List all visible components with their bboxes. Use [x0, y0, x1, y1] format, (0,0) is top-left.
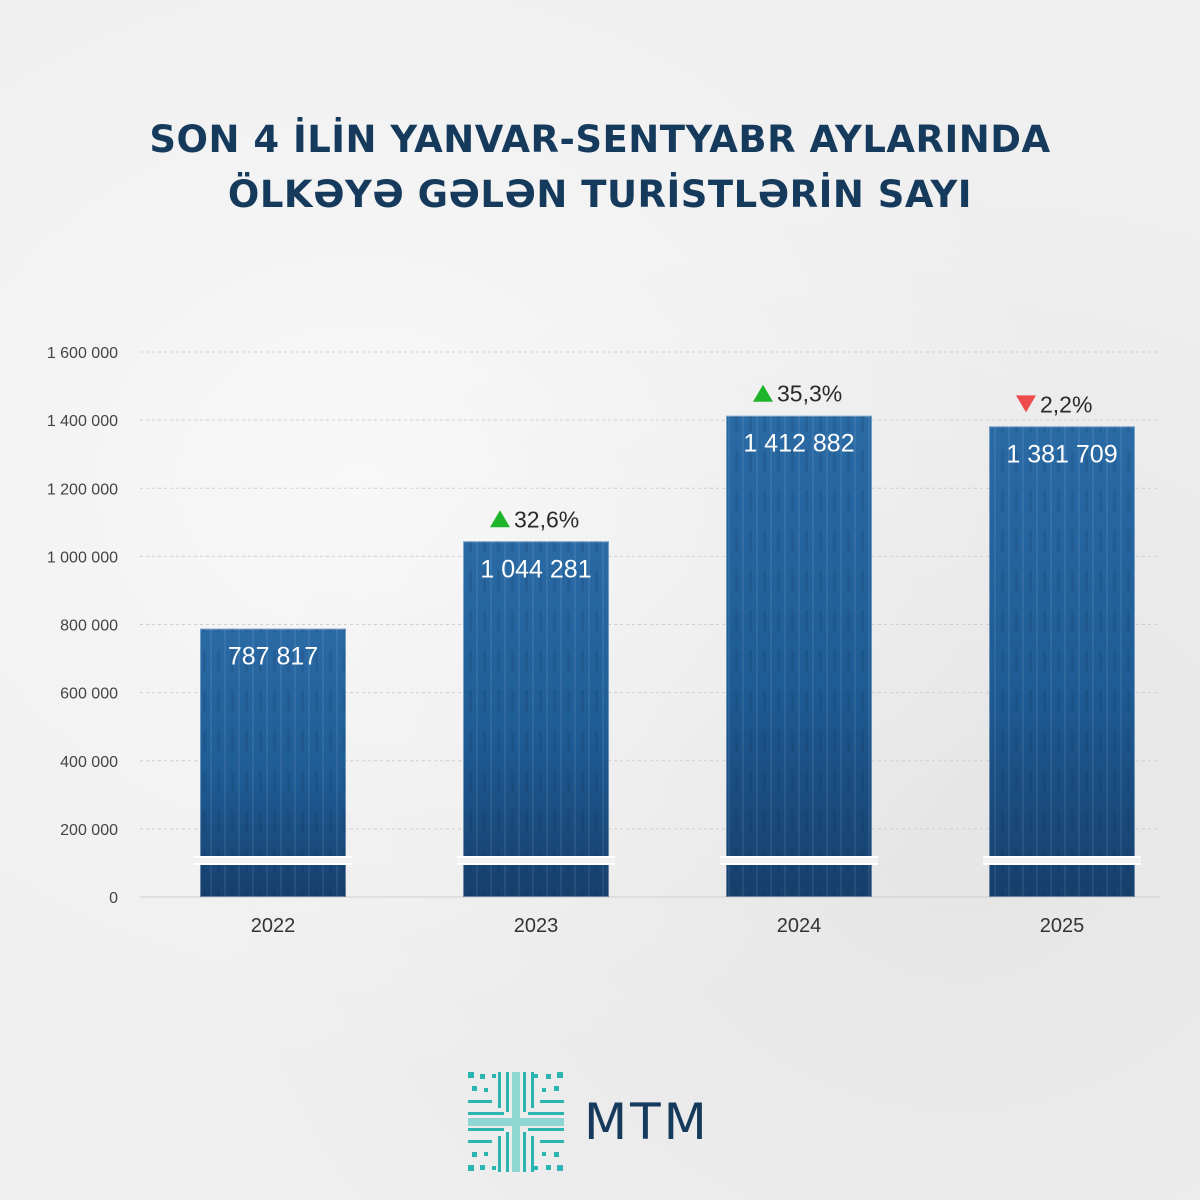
- bar-2022: [194, 628, 352, 897]
- chart-title: SON 4 İLİN YANVAR-SENTYABR AYLARINDA ÖLK…: [0, 112, 1200, 222]
- starburst-grid-icon: [468, 1072, 564, 1172]
- bar-labels: 787 817 2022 1 044 281 2023 32,6% 1 412 882 20…: [228, 381, 1118, 937]
- chart-title-line-2: ÖLKƏYƏ GƏLƏN TURİSTLƏRİN SAYI: [227, 173, 973, 216]
- change-label: 2,2%: [1040, 391, 1092, 417]
- bar-value-label: 1 044 281: [480, 555, 591, 583]
- bar-outline: [989, 426, 1135, 897]
- bar-outline: [726, 415, 872, 897]
- logo-text: MTM: [584, 1093, 710, 1151]
- y-tick-label: 1 600 000: [47, 345, 118, 362]
- change-label: 35,3%: [777, 381, 842, 407]
- axis-break-band: [983, 857, 1141, 864]
- x-tick-label: 2022: [251, 915, 296, 937]
- x-tick-label: 2025: [1040, 915, 1085, 937]
- bar-value-label: 1 381 709: [1006, 440, 1117, 468]
- bar-texture: [726, 415, 872, 897]
- y-tick-label: 1 400 000: [47, 413, 118, 430]
- bars: [194, 415, 1141, 898]
- y-tick-label: 1 000 000: [47, 549, 118, 566]
- change-label: 32,6%: [514, 506, 579, 532]
- y-tick-label: 1 200 000: [47, 481, 118, 498]
- bar-texture: [200, 628, 346, 897]
- mtm-logo: MTM: [468, 1072, 710, 1172]
- axis-break-band: [457, 857, 615, 864]
- bar-texture: [463, 541, 609, 897]
- y-tick-label: 600 000: [60, 686, 118, 703]
- bar-texture: [989, 426, 1135, 897]
- bar-value-label: 787 817: [228, 643, 318, 671]
- x-tick-label: 2023: [514, 915, 559, 937]
- bar-outline: [200, 628, 346, 897]
- y-axis-ticks: 0 200 000 400 000 600 000 800 000 1 000 000 1 …: [47, 345, 118, 907]
- y-tick-label: 400 000: [60, 754, 118, 771]
- y-tick-label: 200 000: [60, 822, 118, 839]
- bar-2025: [983, 426, 1141, 897]
- bar-2024: [720, 415, 878, 897]
- bar-outline: [463, 541, 609, 898]
- axis-break-band: [720, 857, 878, 864]
- bar-chart: 0 200 000 400 000 600 000 800 000 1 000 000 1 …: [47, 345, 1160, 937]
- y-tick-label: 0: [109, 890, 118, 907]
- arrow-down-icon: [1016, 395, 1036, 413]
- arrow-up-icon: [490, 510, 510, 528]
- bar-2023: [457, 541, 615, 898]
- y-tick-label: 800 000: [60, 618, 118, 635]
- chart-title-line-1: SON 4 İLİN YANVAR-SENTYABR AYLARINDA: [149, 118, 1051, 161]
- bar-value-label: 1 412 882: [743, 430, 854, 458]
- arrow-up-icon: [753, 384, 773, 402]
- axis-break-band: [194, 857, 352, 864]
- x-tick-label: 2024: [777, 915, 822, 937]
